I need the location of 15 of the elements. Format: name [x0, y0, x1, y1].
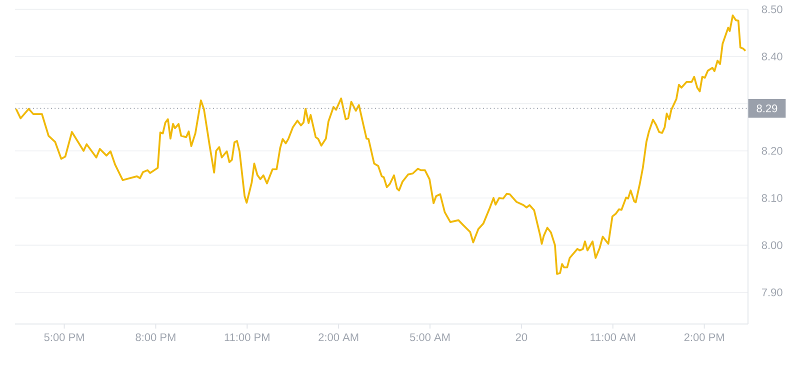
y-tick-label: 8.00: [762, 241, 782, 250]
x-tick-label: 20: [516, 333, 528, 342]
x-tick-label: 2:00 AM: [318, 333, 358, 342]
x-tick-label: 5:00 PM: [44, 333, 84, 342]
x-tick-label: 2:00 PM: [684, 333, 724, 342]
y-tick-label: 8.20: [762, 146, 782, 155]
y-tick-label: 8.40: [762, 52, 782, 60]
ref-line-label: 8.29: [756, 104, 778, 112]
x-tick-label: 11:00 AM: [590, 333, 636, 342]
x-tick-label: 8:00 PM: [136, 333, 176, 342]
x-tick-label: 5:00 AM: [410, 333, 450, 342]
y-tick-label: 7.90: [762, 288, 782, 296]
y-tick-label: 8.50: [762, 5, 782, 14]
y-tick-label: 8.10: [762, 194, 782, 202]
x-tick-label: 11:00 PM: [224, 333, 270, 342]
